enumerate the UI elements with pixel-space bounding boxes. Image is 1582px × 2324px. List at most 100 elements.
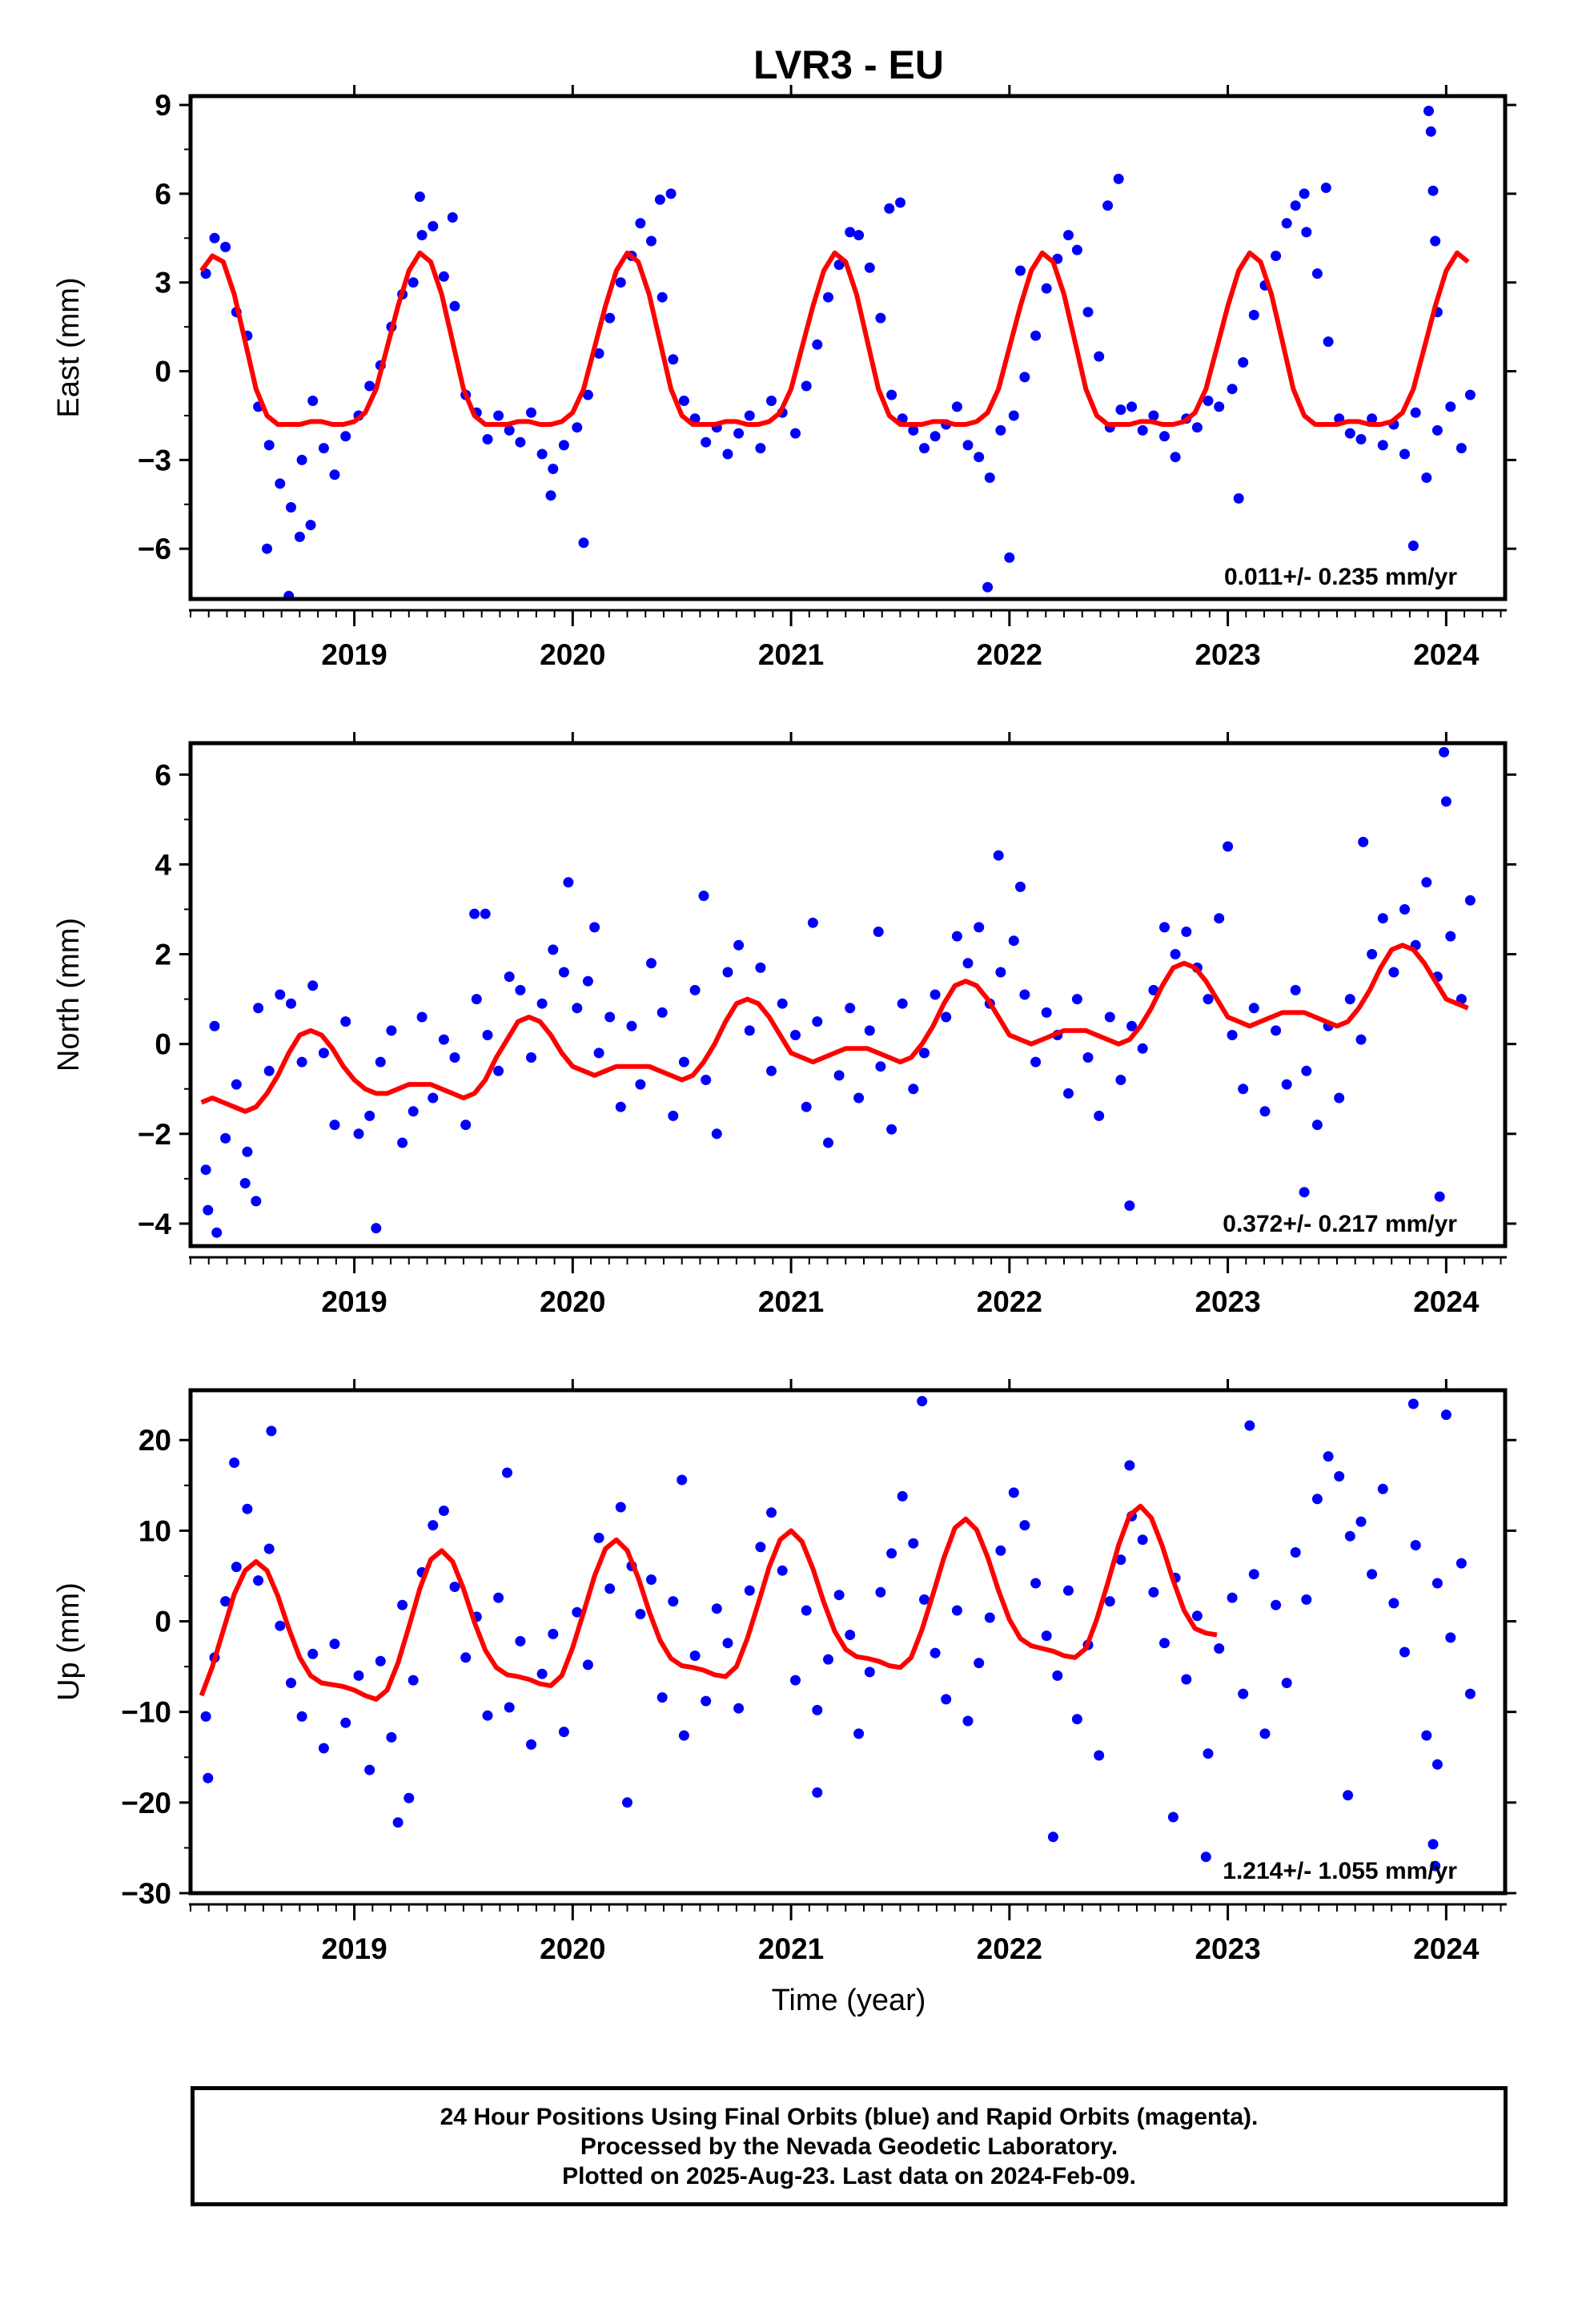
data-point <box>1248 1003 1259 1014</box>
y-tick-label: −3 <box>138 444 171 476</box>
data-point <box>919 1047 930 1059</box>
data-point <box>1248 309 1259 320</box>
data-point <box>1407 1398 1419 1409</box>
data-point <box>897 1490 908 1502</box>
data-point <box>1126 1020 1138 1031</box>
data-point <box>471 994 482 1005</box>
data-point <box>941 1694 952 1705</box>
data-point <box>263 440 275 451</box>
y-tick-label: −30 <box>121 1877 171 1910</box>
data-point <box>908 1084 919 1095</box>
data-point <box>1431 1578 1443 1589</box>
data-point <box>626 1020 637 1031</box>
y-tick-label: 3 <box>155 267 171 300</box>
data-point <box>572 1003 583 1014</box>
data-point <box>414 191 425 203</box>
data-point <box>1203 1748 1214 1759</box>
data-point <box>286 502 296 513</box>
data-point <box>449 300 460 312</box>
y-tick-label: 0 <box>155 1606 171 1638</box>
panel-north: −4 −2 0 2 4 6 2019 2020 2021 2022 2023 2024 North (m… <box>52 732 1516 1318</box>
data-point <box>593 1532 604 1543</box>
data-point <box>526 1739 536 1750</box>
data-point <box>1377 440 1388 451</box>
data-point <box>504 971 515 983</box>
data-point <box>733 939 745 951</box>
x-tick-label: 2024 <box>1413 638 1480 671</box>
data-point <box>1299 188 1310 199</box>
data-point <box>886 389 897 400</box>
data-point <box>1464 1688 1476 1699</box>
data-point <box>919 443 930 454</box>
data-point <box>1008 410 1019 421</box>
data-point <box>1115 1554 1126 1566</box>
model-curve-east <box>199 250 1470 427</box>
data-point <box>1238 357 1249 368</box>
scatter-points-north <box>200 746 1476 1238</box>
data-point <box>1137 424 1148 436</box>
data-point <box>593 1047 604 1059</box>
data-point <box>853 1728 865 1739</box>
data-point <box>733 428 745 439</box>
data-point <box>665 188 677 199</box>
data-point <box>875 1061 886 1072</box>
x-tick-label: 2020 <box>540 1932 605 1965</box>
data-point <box>318 1047 329 1059</box>
data-point <box>589 922 600 933</box>
data-point <box>908 1538 919 1549</box>
data-point <box>1227 384 1238 395</box>
data-point <box>1355 1034 1367 1045</box>
data-point <box>1259 1728 1271 1739</box>
data-point <box>807 917 818 928</box>
x-tick-label: 2021 <box>758 638 824 671</box>
data-point <box>1271 1599 1282 1610</box>
data-point <box>1456 443 1467 454</box>
data-point <box>1041 1630 1052 1642</box>
data-point <box>386 1731 397 1743</box>
x-tick-label: 2019 <box>321 1932 387 1965</box>
data-point <box>823 1654 833 1665</box>
y-tick-label: 0 <box>155 1028 171 1061</box>
data-point <box>951 931 962 942</box>
data-point <box>1115 404 1126 416</box>
data-point <box>951 1605 962 1616</box>
data-point <box>812 1016 823 1027</box>
data-point <box>974 1658 985 1669</box>
data-point <box>744 410 755 421</box>
y-tick-label: −20 <box>121 1787 171 1819</box>
data-point <box>1271 1025 1282 1036</box>
data-point <box>668 354 679 365</box>
data-point <box>1071 1714 1082 1725</box>
data-point <box>242 1146 253 1157</box>
data-point <box>242 1503 253 1514</box>
data-point <box>1430 1860 1441 1872</box>
data-point <box>502 1467 512 1478</box>
data-point <box>220 241 231 252</box>
data-point <box>408 1675 419 1686</box>
data-point <box>886 1124 897 1135</box>
y-tick-label: 20 <box>139 1424 171 1457</box>
data-point <box>1290 1547 1301 1558</box>
data-point <box>1159 922 1170 933</box>
data-point <box>1148 410 1159 421</box>
data-point <box>1423 106 1434 116</box>
data-point <box>1290 984 1301 995</box>
data-point <box>1214 401 1225 412</box>
data-point <box>678 396 689 406</box>
data-point <box>239 1178 251 1188</box>
data-point <box>548 464 559 474</box>
data-point <box>875 1586 886 1598</box>
data-point <box>558 1727 569 1738</box>
data-point <box>1367 1569 1378 1580</box>
data-point <box>340 1717 351 1728</box>
data-point <box>777 1565 788 1576</box>
data-point <box>307 396 319 406</box>
data-point <box>1063 230 1074 241</box>
data-point <box>253 1003 264 1014</box>
data-point <box>200 1164 211 1176</box>
data-point <box>329 469 340 480</box>
data-point <box>1355 434 1367 444</box>
data-point <box>801 380 812 392</box>
